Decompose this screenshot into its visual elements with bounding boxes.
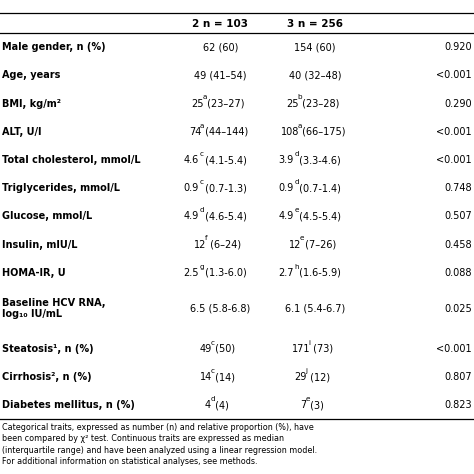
Text: a: a — [200, 123, 204, 128]
Text: 0.807: 0.807 — [444, 372, 472, 382]
Text: 0.748: 0.748 — [444, 183, 472, 193]
Text: (0.7-1.4): (0.7-1.4) — [297, 183, 341, 193]
Text: 74: 74 — [189, 127, 201, 137]
Text: 25: 25 — [286, 99, 299, 109]
Text: b: b — [297, 94, 302, 100]
Text: (50): (50) — [212, 344, 236, 354]
Text: 0.823: 0.823 — [444, 401, 472, 410]
Text: 0.9: 0.9 — [278, 183, 294, 193]
Text: 40 (32–48): 40 (32–48) — [289, 71, 341, 81]
Text: Steatosis¹, n (%): Steatosis¹, n (%) — [2, 344, 94, 354]
Text: 3 n = 256: 3 n = 256 — [287, 18, 343, 29]
Text: 25: 25 — [191, 99, 204, 109]
Text: Cirrhosis², n (%): Cirrhosis², n (%) — [2, 372, 92, 382]
Text: (6–24): (6–24) — [207, 240, 241, 250]
Text: g: g — [200, 264, 204, 270]
Text: (7–26): (7–26) — [302, 240, 336, 250]
Text: Categorical traits, expressed as number (n) and relative proportion (%), have
be: Categorical traits, expressed as number … — [2, 423, 318, 466]
Text: 4.6: 4.6 — [183, 155, 199, 165]
Text: 12: 12 — [194, 240, 207, 250]
Text: 29: 29 — [294, 372, 307, 382]
Text: (73): (73) — [310, 344, 333, 354]
Text: (44–144): (44–144) — [202, 127, 248, 137]
Text: (1.3-6.0): (1.3-6.0) — [202, 268, 246, 278]
Text: 7: 7 — [300, 401, 306, 410]
Text: Male gender, n (%): Male gender, n (%) — [2, 42, 106, 52]
Text: (4.1-5.4): (4.1-5.4) — [202, 155, 246, 165]
Text: i: i — [308, 340, 310, 346]
Text: f: f — [205, 236, 208, 241]
Text: Triglycerides, mmol/L: Triglycerides, mmol/L — [2, 183, 120, 193]
Text: 49: 49 — [200, 344, 212, 354]
Text: e: e — [300, 236, 304, 241]
Text: <0.001: <0.001 — [436, 127, 472, 137]
Text: 14: 14 — [200, 372, 212, 382]
Text: a: a — [202, 94, 207, 100]
Text: Glucose, mmol/L: Glucose, mmol/L — [2, 211, 92, 221]
Text: ALT, U/l: ALT, U/l — [2, 127, 42, 137]
Text: (14): (14) — [212, 372, 236, 382]
Text: 2 n = 103: 2 n = 103 — [192, 18, 248, 29]
Text: <0.001: <0.001 — [436, 71, 472, 81]
Text: j: j — [305, 368, 307, 374]
Text: (4): (4) — [212, 401, 229, 410]
Text: 4.9: 4.9 — [183, 211, 199, 221]
Text: (3.3-4.6): (3.3-4.6) — [297, 155, 341, 165]
Text: 2.5: 2.5 — [183, 268, 199, 278]
Text: 0.088: 0.088 — [444, 268, 472, 278]
Text: 49 (41–54): 49 (41–54) — [194, 71, 246, 81]
Text: 0.507: 0.507 — [444, 211, 472, 221]
Text: (23–28): (23–28) — [299, 99, 339, 109]
Text: 62 (60): 62 (60) — [203, 42, 238, 52]
Text: c: c — [200, 179, 204, 185]
Text: <0.001: <0.001 — [436, 344, 472, 354]
Text: 0.458: 0.458 — [444, 240, 472, 250]
Text: d: d — [294, 151, 299, 157]
Text: d: d — [294, 179, 299, 185]
Text: Total cholesterol, mmol/L: Total cholesterol, mmol/L — [2, 155, 141, 165]
Text: 0.290: 0.290 — [444, 99, 472, 109]
Text: c: c — [200, 151, 204, 157]
Text: 171: 171 — [292, 344, 310, 354]
Text: 12: 12 — [289, 240, 301, 250]
Text: h: h — [294, 264, 299, 270]
Text: Age, years: Age, years — [2, 71, 61, 81]
Text: BMI, kg/m²: BMI, kg/m² — [2, 99, 61, 109]
Text: e: e — [294, 207, 299, 213]
Text: Diabetes mellitus, n (%): Diabetes mellitus, n (%) — [2, 401, 135, 410]
Text: 154 (60): 154 (60) — [294, 42, 336, 52]
Text: c: c — [210, 340, 214, 346]
Text: 0.025: 0.025 — [444, 303, 472, 313]
Text: 0.920: 0.920 — [444, 42, 472, 52]
Text: <0.001: <0.001 — [436, 155, 472, 165]
Text: 4: 4 — [205, 401, 211, 410]
Text: (66–175): (66–175) — [299, 127, 346, 137]
Text: (4.6-5.4): (4.6-5.4) — [202, 211, 246, 221]
Text: e: e — [305, 396, 310, 402]
Text: (0.7-1.3): (0.7-1.3) — [202, 183, 246, 193]
Text: 3.9: 3.9 — [278, 155, 294, 165]
Text: (3): (3) — [307, 401, 324, 410]
Text: 0.9: 0.9 — [183, 183, 199, 193]
Text: 6.1 (5.4-6.7): 6.1 (5.4-6.7) — [285, 303, 346, 313]
Text: Insulin, mIU/L: Insulin, mIU/L — [2, 240, 78, 250]
Text: 6.5 (5.8-6.8): 6.5 (5.8-6.8) — [190, 303, 251, 313]
Text: Baseline HCV RNA,
log₁₀ IU/mL: Baseline HCV RNA, log₁₀ IU/mL — [2, 298, 106, 319]
Text: (12): (12) — [307, 372, 330, 382]
Text: c: c — [210, 368, 214, 374]
Text: HOMA-IR, U: HOMA-IR, U — [2, 268, 66, 278]
Text: (1.6-5.9): (1.6-5.9) — [297, 268, 341, 278]
Text: d: d — [200, 207, 204, 213]
Text: 4.9: 4.9 — [278, 211, 294, 221]
Text: (23–27): (23–27) — [204, 99, 245, 109]
Text: 108: 108 — [281, 127, 300, 137]
Text: a: a — [297, 123, 301, 128]
Text: 2.7: 2.7 — [278, 268, 294, 278]
Text: (4.5-5.4): (4.5-5.4) — [297, 211, 341, 221]
Text: d: d — [210, 396, 215, 402]
